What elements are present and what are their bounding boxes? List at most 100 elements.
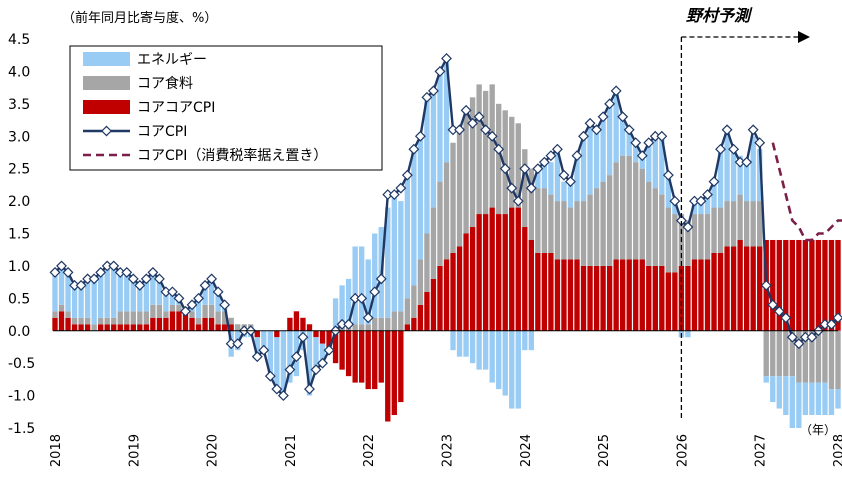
core-cpi-point bbox=[636, 150, 648, 162]
bar-corecore bbox=[659, 265, 665, 331]
bar-corecore bbox=[385, 330, 391, 422]
core-cpi-point bbox=[571, 150, 583, 162]
y-tick-label: -1.0 bbox=[8, 389, 35, 405]
core-cpi-point bbox=[428, 85, 439, 97]
bar-food bbox=[489, 84, 495, 208]
core-cpi-point bbox=[473, 111, 485, 123]
bar-corecore bbox=[522, 227, 528, 331]
core-cpi-point bbox=[127, 273, 139, 285]
bar-energy bbox=[385, 207, 391, 318]
bar-food bbox=[424, 233, 430, 292]
bar-food bbox=[724, 201, 730, 247]
bar-food bbox=[672, 214, 678, 273]
bar-energy bbox=[443, 58, 450, 163]
bar-corecore bbox=[104, 324, 110, 331]
core-cpi-point bbox=[414, 130, 426, 142]
bar-food bbox=[835, 330, 841, 390]
bar-corecore bbox=[378, 330, 384, 383]
core-cpi-point bbox=[610, 85, 622, 97]
bar-energy bbox=[633, 142, 639, 163]
bar-food bbox=[450, 142, 456, 253]
bar-corecore bbox=[274, 330, 280, 338]
bar-energy bbox=[587, 123, 593, 195]
core-cpi-point bbox=[284, 364, 296, 376]
bar-food bbox=[163, 311, 169, 318]
bar-energy bbox=[815, 382, 822, 416]
bar-corecore bbox=[137, 324, 143, 331]
bar-food bbox=[691, 214, 698, 260]
bar-food bbox=[698, 214, 704, 260]
bar-energy bbox=[306, 330, 313, 396]
bar-energy bbox=[111, 265, 117, 318]
bar-food bbox=[104, 317, 110, 325]
bar-energy bbox=[469, 330, 476, 364]
bar-corecore bbox=[372, 330, 378, 390]
bar-corecore bbox=[358, 330, 365, 383]
bar-corecore bbox=[711, 252, 717, 331]
core-cpi-point bbox=[88, 273, 100, 285]
bar-energy bbox=[789, 376, 796, 428]
x-tick-label: 2021 bbox=[284, 434, 299, 467]
core-cpi-point bbox=[356, 292, 368, 304]
bar-corecore bbox=[182, 311, 189, 331]
axes-layer: 4.5 4.0 3.5 3.0 2.5 2.0 1.5 1.0 0.5 0.0 -0.5 -1.0 -1… bbox=[8, 31, 842, 467]
bar-food bbox=[502, 110, 508, 215]
bar-energy bbox=[822, 382, 828, 416]
bar-food bbox=[828, 330, 835, 390]
core-cpi-point bbox=[108, 260, 120, 272]
bar-food bbox=[378, 317, 384, 331]
bar-energy bbox=[770, 376, 776, 403]
bar-corecore bbox=[391, 330, 397, 416]
bar-food bbox=[215, 311, 221, 325]
bar-food bbox=[469, 97, 476, 228]
bar-food bbox=[456, 129, 463, 247]
x-tick-label: 2020 bbox=[206, 434, 221, 467]
bar-food bbox=[91, 324, 97, 331]
bar-energy bbox=[626, 129, 632, 156]
bar-corecore bbox=[776, 239, 782, 331]
bar-energy bbox=[150, 272, 156, 305]
bar-corecore bbox=[815, 239, 822, 331]
bar-energy bbox=[802, 382, 809, 416]
core-cpi-point bbox=[62, 266, 74, 278]
bar-energy bbox=[339, 285, 345, 325]
bar-food bbox=[685, 220, 691, 266]
bar-food bbox=[763, 330, 769, 377]
x-tick-label: 2018 bbox=[49, 434, 64, 467]
core-cpi-point bbox=[741, 156, 753, 168]
bar-food bbox=[815, 330, 822, 383]
core-cpi-point bbox=[538, 156, 550, 168]
y-tick-label: 4.5 bbox=[8, 32, 30, 48]
bar-energy bbox=[84, 278, 91, 318]
y-tick-label: 0.0 bbox=[8, 324, 30, 340]
bar-energy bbox=[404, 175, 411, 299]
bar-energy bbox=[124, 272, 130, 312]
core-cpi-point bbox=[180, 305, 191, 317]
bar-corecore bbox=[130, 324, 136, 331]
bar-energy bbox=[613, 90, 619, 163]
bar-energy bbox=[169, 291, 176, 305]
core-cpi-point bbox=[545, 150, 557, 162]
core-cpi-point bbox=[193, 292, 204, 304]
bar-food bbox=[606, 175, 613, 266]
bar-energy bbox=[606, 103, 613, 176]
bar-energy bbox=[593, 129, 600, 189]
bar-energy bbox=[783, 376, 789, 416]
bar-corecore bbox=[770, 239, 776, 331]
core-cpi-point bbox=[140, 273, 152, 285]
bar-corecore bbox=[691, 259, 698, 331]
bar-energy bbox=[287, 330, 293, 383]
core-cpi-point bbox=[786, 331, 798, 343]
bar-corecore bbox=[835, 239, 841, 331]
core-cpi-point bbox=[597, 111, 609, 123]
bar-energy bbox=[280, 330, 287, 396]
x-tick-label: 2024 bbox=[519, 434, 534, 467]
core-cpi-point bbox=[421, 91, 433, 103]
bar-corecore bbox=[319, 330, 326, 344]
core-cpi-point bbox=[721, 124, 733, 136]
core-cpi-point bbox=[702, 189, 713, 201]
core-cpi-point bbox=[578, 130, 589, 142]
core-cpi-point bbox=[75, 279, 87, 291]
